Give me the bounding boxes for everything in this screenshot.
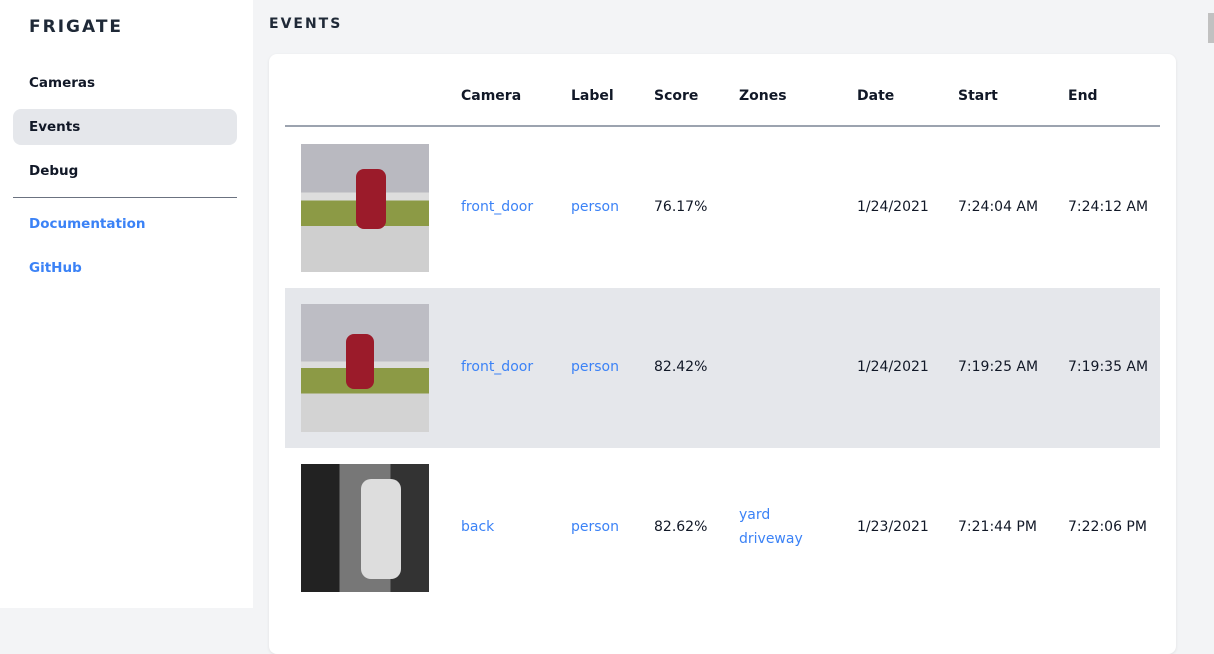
sidebar-item-cameras[interactable]: Cameras [29, 75, 96, 91]
col-label: Label [571, 88, 614, 104]
camera-link[interactable]: front_door [461, 359, 534, 375]
date: 1/23/2021 [857, 519, 929, 535]
col-end: End [1068, 88, 1098, 104]
table-header: Camera Label Score Zones Date Start End [285, 54, 1160, 127]
scrollbar[interactable] [1206, 0, 1214, 608]
event-thumbnail[interactable] [301, 304, 429, 432]
start-time: 7:21:44 PM [958, 519, 1037, 535]
zone-link[interactable]: driveway [739, 531, 803, 547]
date: 1/24/2021 [857, 359, 929, 375]
col-date: Date [857, 88, 895, 104]
table-row[interactable]: front_door person 76.17% 1/24/2021 7:24:… [285, 128, 1160, 288]
score: 82.62% [654, 519, 708, 535]
sidebar-item-debug[interactable]: Debug [29, 163, 79, 179]
camera-link[interactable]: front_door [461, 199, 534, 215]
events-table: Camera Label Score Zones Date Start End … [269, 54, 1176, 654]
zone-link[interactable]: yard [739, 507, 771, 523]
col-camera: Camera [461, 88, 522, 104]
table-row[interactable]: front_door person 82.42% 1/24/2021 7:19:… [285, 288, 1160, 448]
brand-logo: FRIGATE [29, 17, 124, 37]
event-thumbnail[interactable] [301, 464, 429, 592]
end-time: 7:22:06 PM [1068, 519, 1147, 535]
sidebar-divider [13, 197, 237, 198]
sidebar-link-documentation[interactable]: Documentation [29, 216, 146, 232]
start-time: 7:24:04 AM [958, 199, 1039, 215]
end-time: 7:19:35 AM [1068, 359, 1149, 375]
col-zones: Zones [739, 88, 787, 104]
label-link[interactable]: person [571, 359, 619, 375]
table-row[interactable]: back person 82.62% yard driveway 1/23/20… [285, 448, 1160, 608]
end-time: 7:24:12 AM [1068, 199, 1149, 215]
start-time: 7:19:25 AM [958, 359, 1039, 375]
scrollbar-thumb[interactable] [1208, 13, 1214, 43]
label-link[interactable]: person [571, 519, 619, 535]
sidebar-link-github[interactable]: GitHub [29, 260, 82, 276]
col-score: Score [654, 88, 699, 104]
sidebar: FRIGATE Cameras Events Debug Documentati… [0, 0, 253, 608]
page-title: EVENTS [269, 16, 343, 32]
score: 82.42% [654, 359, 708, 375]
score: 76.17% [654, 199, 708, 215]
event-thumbnail[interactable] [301, 144, 429, 272]
sidebar-item-events[interactable]: Events [13, 109, 237, 145]
camera-link[interactable]: back [461, 519, 495, 535]
label-link[interactable]: person [571, 199, 619, 215]
col-start: Start [958, 88, 998, 104]
date: 1/24/2021 [857, 199, 929, 215]
